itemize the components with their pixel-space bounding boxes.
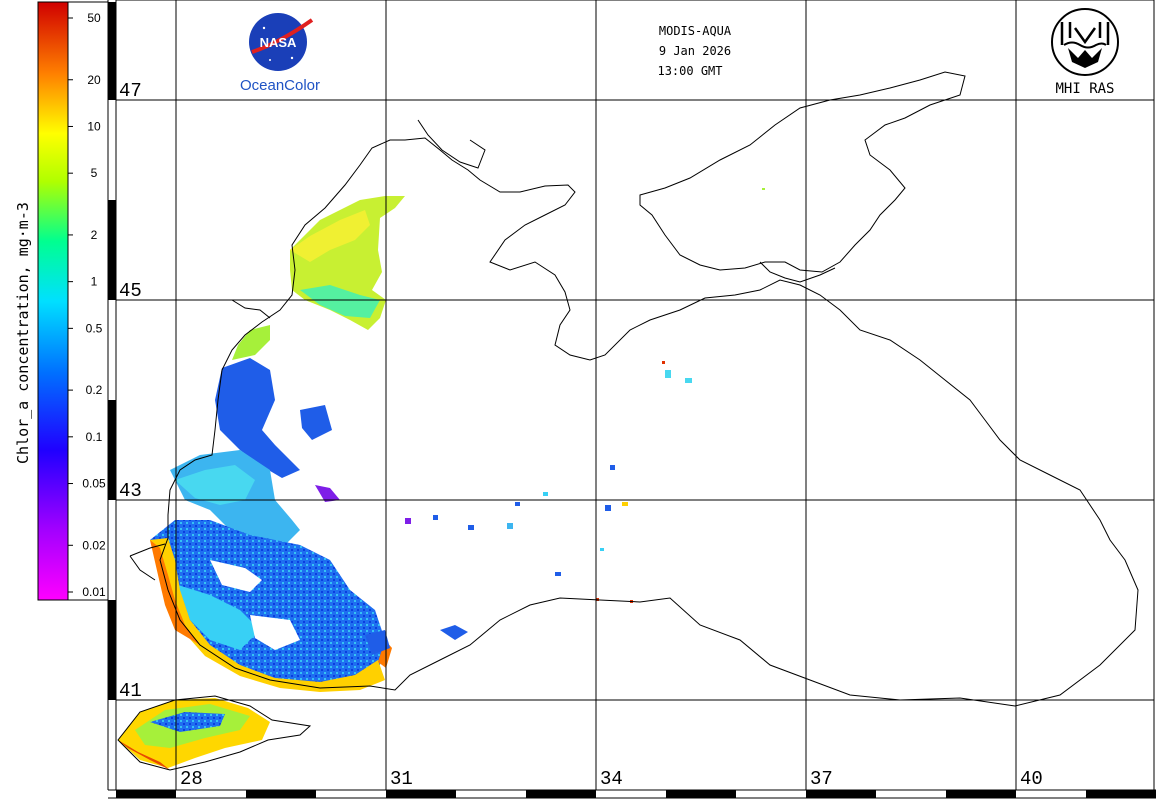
- mhi-ras-text: MHI RAS: [1055, 81, 1114, 97]
- chlorophyll-data-layer: [150, 188, 765, 692]
- colorbar-tick-label: 0.05: [82, 477, 106, 491]
- lat-label-43: 43: [119, 480, 142, 502]
- colorbar-tick-label: 10: [87, 119, 101, 133]
- lon-label-37: 37: [810, 768, 833, 790]
- lon-label-28: 28: [180, 768, 203, 790]
- lat-label-45: 45: [119, 280, 142, 302]
- sensor-label: MODIS-AQUA: [659, 24, 732, 38]
- acquisition-info: MODIS-AQUA 9 Jan 2026 13:00 GMT: [657, 24, 731, 78]
- lon-label-31: 31: [390, 768, 413, 790]
- colorbar-tick-label: 1: [91, 275, 98, 289]
- colorbar-gradient: [37, 1, 69, 601]
- latitude-labels: 47 45 43 41: [117, 77, 151, 702]
- lon-label-34: 34: [600, 768, 623, 790]
- coastline: [117, 71, 1139, 771]
- colorbar-tick-label: 0.2: [86, 383, 103, 397]
- lat-label-41: 41: [119, 680, 142, 702]
- colorbar-tick-label: 0.1: [86, 430, 103, 444]
- time-label: 13:00 GMT: [657, 64, 722, 78]
- colorbar-tick-label: 0.01: [82, 585, 106, 599]
- nasa-text: NASA: [260, 35, 297, 50]
- colorbar-tick-label: 0.5: [86, 321, 103, 335]
- colorbar-tick-label: 50: [87, 11, 101, 25]
- colorbar: 50 20 10 5 2 1 0.5 0.2 0.1 0.05 0.02 0.01 Chlor_a c…: [14, 1, 109, 601]
- graticule: [116, 0, 1154, 790]
- mhi-logo: MHI RAS: [1051, 8, 1119, 97]
- colorbar-tick-label: 5: [91, 166, 98, 180]
- oceancolor-text: OceanColor: [240, 77, 320, 94]
- colorbar-title: Chlor_a concentration, mg·m-3: [14, 202, 32, 464]
- longitude-labels: 28 31 34 37 40: [180, 768, 1043, 790]
- lon-label-40: 40: [1020, 768, 1043, 790]
- date-label: 9 Jan 2026: [659, 44, 731, 58]
- lat-label-47: 47: [119, 80, 142, 102]
- colorbar-tick-label: 2: [91, 228, 98, 242]
- nasa-logo: NASA OceanColor: [240, 13, 320, 94]
- colorbar-tick-label: 20: [87, 73, 101, 87]
- marmara-data: [118, 698, 270, 770]
- colorbar-tick-label: 0.02: [82, 538, 106, 552]
